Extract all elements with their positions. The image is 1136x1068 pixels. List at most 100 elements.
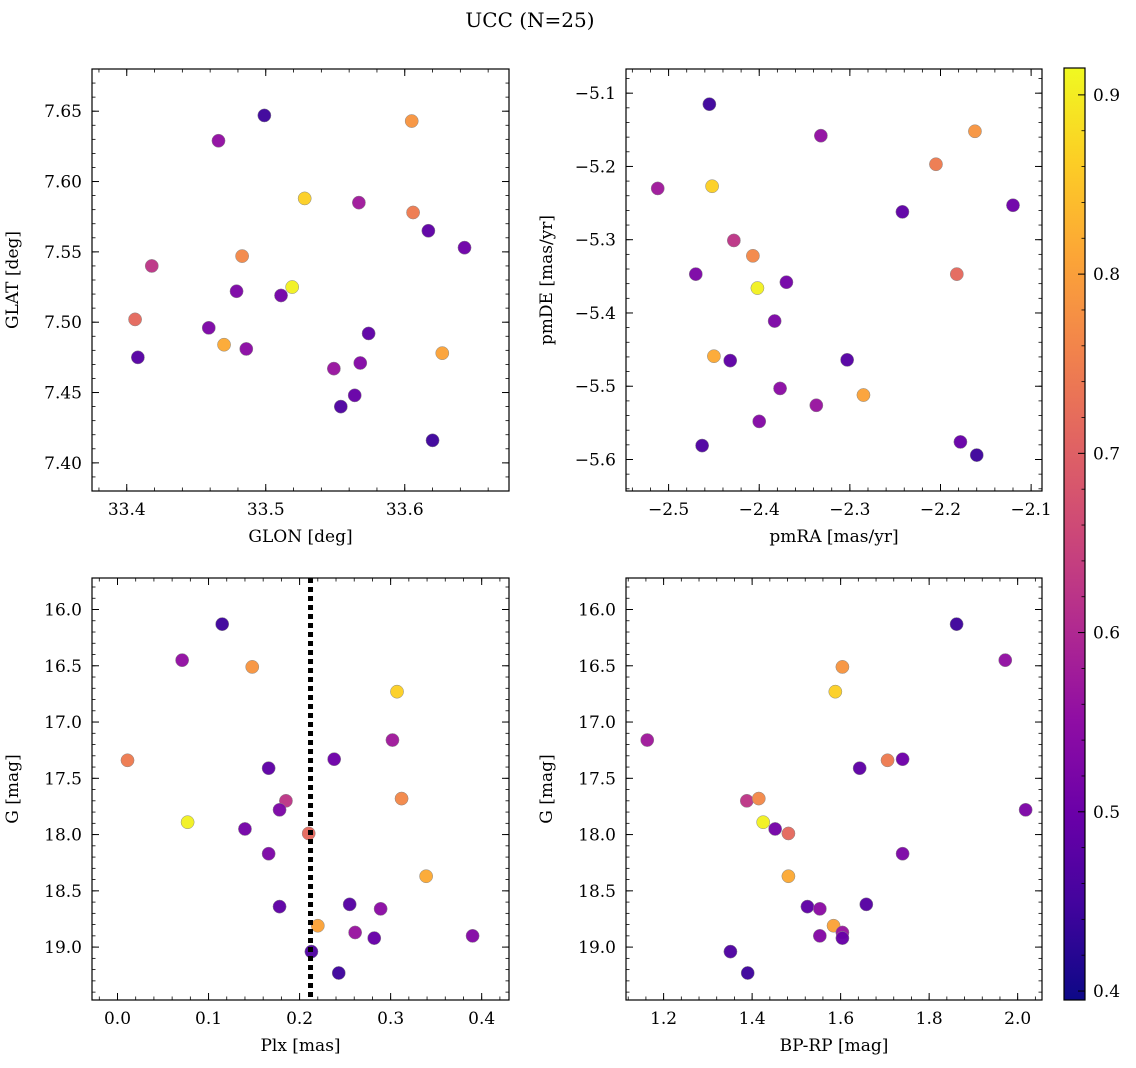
scatter-point <box>695 438 709 453</box>
scatter-point <box>852 761 867 776</box>
x-tick-label: 0.4 <box>468 1009 495 1029</box>
scatter-point <box>1018 802 1033 817</box>
scatter-point <box>353 356 368 370</box>
y-axis-label: G [mag] <box>3 754 23 823</box>
scatter-points <box>640 617 1033 980</box>
scatter-point <box>257 108 272 123</box>
x-tick-label: −2.4 <box>739 500 780 520</box>
scatter-point <box>707 349 721 364</box>
scatter-point <box>217 337 231 352</box>
scatter-point <box>327 752 342 767</box>
y-axis-label: GLAT [deg] <box>3 231 23 329</box>
scatter-point <box>779 275 794 290</box>
y-tick-label: −5.3 <box>575 231 616 251</box>
x-axis-label: BP-RP [mag] <box>780 1036 889 1056</box>
scatter-point <box>285 280 300 294</box>
scatter-point <box>1006 198 1020 213</box>
scatter-point <box>120 753 135 768</box>
colorbar-frame <box>1063 67 1086 1001</box>
y-axis-label: G [mag] <box>537 754 557 823</box>
panel-glon-glat: 33.4 33.5 33.6 7.40 7.45 7.50 7.55 7.60 7.65 GLON… <box>3 68 510 547</box>
scatter-point <box>361 326 376 341</box>
colorbar-tick-label: 0.4 <box>1093 982 1120 1002</box>
y-tick-label: 19.0 <box>578 938 616 958</box>
scatter-point <box>812 929 827 943</box>
colorbar-tick-label: 0.6 <box>1093 624 1120 644</box>
scatter-point <box>180 815 195 830</box>
scatter-point <box>650 181 665 196</box>
figure-title: UCC (N=25) <box>465 8 594 32</box>
x-tick-label: 33.6 <box>386 500 424 520</box>
y-tick-label: 16.0 <box>44 601 82 621</box>
scatter-point <box>800 899 815 914</box>
scatter-point <box>390 684 404 699</box>
x-tick-label: 2.0 <box>1004 1009 1031 1029</box>
scatter-point <box>211 133 226 148</box>
colorbar-tick-label: 0.9 <box>1093 86 1120 106</box>
scatter-point <box>929 157 943 172</box>
scatter-point <box>969 448 984 462</box>
x-tick-label: 0.3 <box>377 1009 404 1029</box>
scatter-point <box>419 869 433 884</box>
scatter-point <box>723 944 738 959</box>
y-tick-label: 7.50 <box>44 313 82 333</box>
y-tick-label: −5.5 <box>575 377 616 397</box>
scatter-point <box>215 617 230 631</box>
x-axis-label: GLON [deg] <box>248 527 352 547</box>
scatter-point <box>702 97 717 112</box>
y-tick-label: 7.45 <box>44 384 82 404</box>
scatter-point <box>688 267 703 281</box>
panel-pmra-pmde: −2.5 −2.4 −2.3 −2.2 −2.1 −5.6 −5.5 −5.4 −5.3 −5.2… <box>537 68 1052 547</box>
scatter-point <box>347 388 362 403</box>
scatter-point <box>261 846 276 861</box>
scatter-point <box>435 346 450 360</box>
scatter-point <box>144 259 159 273</box>
scatter-point <box>895 205 910 219</box>
scatter-point <box>342 897 357 912</box>
scatter-point <box>640 733 655 747</box>
scatter-point <box>331 966 346 980</box>
panel-frame <box>625 577 1043 1001</box>
x-tick-label: 33.4 <box>108 500 146 520</box>
x-tick-label: −2.3 <box>829 500 870 520</box>
scatter-point <box>739 793 754 808</box>
scatter-points <box>128 108 472 448</box>
scatter-point <box>310 918 325 933</box>
scatter-point <box>949 267 964 281</box>
colorbar-tick-label: 0.5 <box>1093 803 1120 823</box>
scatter-point <box>465 929 480 943</box>
y-tick-label: 19.0 <box>44 938 82 958</box>
scatter-point <box>756 815 771 830</box>
y-tick-label: 7.40 <box>44 454 82 474</box>
scatter-point <box>348 925 362 940</box>
colorbar-tick-label: 0.8 <box>1093 265 1120 285</box>
y-tick-label: 17.5 <box>578 769 616 789</box>
scatter-point <box>767 314 782 328</box>
scatter-point <box>828 684 843 699</box>
scatter-point <box>781 826 796 841</box>
scatter-point <box>835 931 850 945</box>
x-tick-label: 0.2 <box>286 1009 313 1029</box>
scatter-point <box>773 381 787 396</box>
panel-bprp-g: 1.2 1.4 1.6 1.8 2.0 16.0 16.5 17.0 17.5 18.0 18.5 1… <box>537 577 1043 1056</box>
y-tick-label: 17.5 <box>44 769 82 789</box>
scatter-point <box>751 791 766 806</box>
scatter-point <box>723 353 738 368</box>
y-tick-label: 16.5 <box>44 657 82 677</box>
y-tick-label: 16.5 <box>578 657 616 677</box>
x-tick-label: 0.0 <box>104 1009 131 1029</box>
scatter-point <box>895 752 910 767</box>
scatter-point <box>953 435 968 449</box>
y-tick-label: 7.60 <box>44 173 82 193</box>
scatter-point <box>201 320 216 335</box>
colorbar-gradient <box>1064 68 1085 1000</box>
panels: 33.4 33.5 33.6 7.40 7.45 7.50 7.55 7.60 7.65 GLON… <box>3 68 1052 1056</box>
scatter-point <box>352 195 366 210</box>
y-axis-label: pmDE [mas/yr] <box>537 215 557 345</box>
scatter-point <box>238 822 252 836</box>
y-tick-label: −5.6 <box>575 450 616 470</box>
scatter-point <box>814 128 828 143</box>
x-tick-label: 1.2 <box>650 1009 677 1029</box>
x-tick-label: 33.5 <box>247 500 285 520</box>
